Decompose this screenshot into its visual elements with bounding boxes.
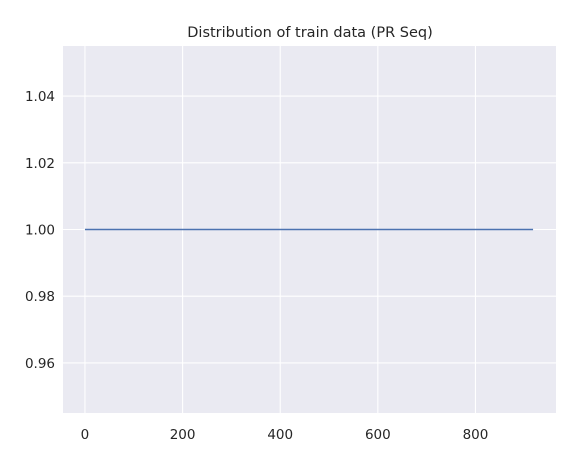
y-tick-label: 1.04 — [25, 89, 55, 105]
y-axis-tick-labels: 0.96 0.98 1.00 1.02 1.04 — [25, 89, 55, 372]
y-tick-label: 0.96 — [25, 356, 55, 372]
x-tick-label: 800 — [463, 427, 489, 443]
x-tick-label: 600 — [365, 427, 391, 443]
y-tick-label: 1.02 — [25, 156, 55, 172]
chart-title: Distribution of train data (PR Seq) — [187, 25, 433, 41]
x-axis-tick-labels: 0 200 400 600 800 — [81, 427, 489, 443]
x-tick-label: 200 — [170, 427, 196, 443]
x-tick-label: 0 — [81, 427, 90, 443]
y-tick-label: 1.00 — [25, 223, 55, 239]
y-tick-label: 0.98 — [25, 289, 55, 305]
x-tick-label: 400 — [267, 427, 293, 443]
